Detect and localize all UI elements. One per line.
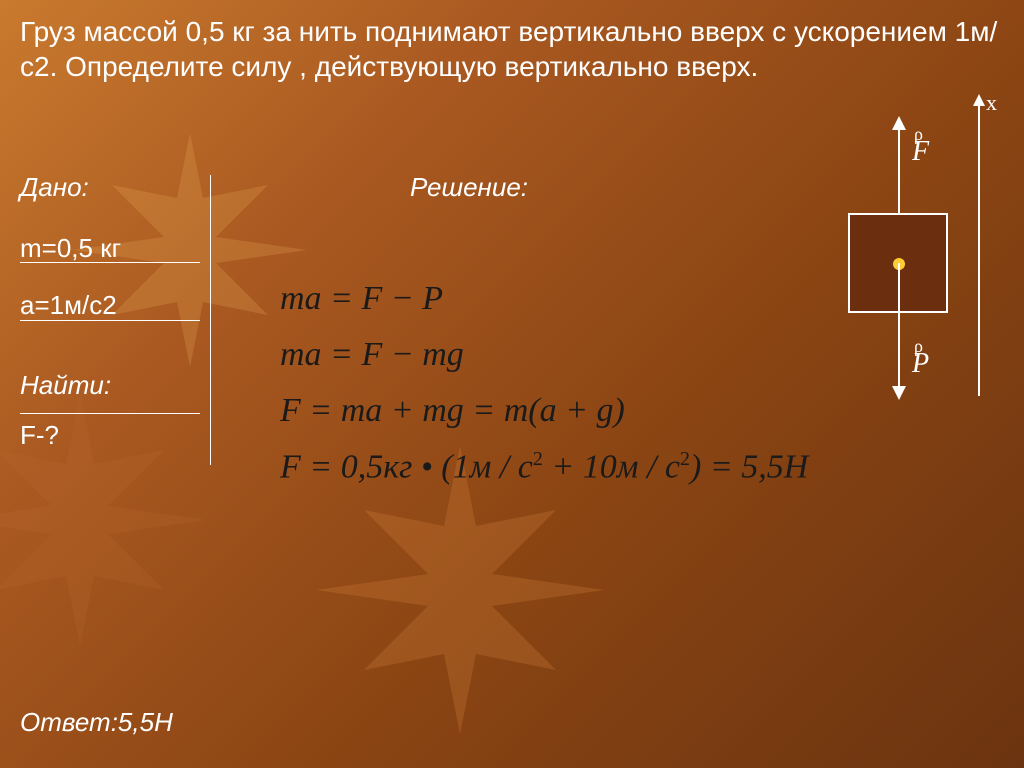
find-variable: F-? [20, 420, 59, 451]
free-body-diagram: x ρF ρP [828, 118, 998, 408]
equation-3: F = ma + mg = m(a + g) [280, 392, 920, 430]
divider [20, 320, 200, 321]
given-values: m=0,5 кг a=1м/с2 [20, 220, 121, 334]
answer: Ответ:5,5H [20, 707, 173, 738]
divider [20, 262, 200, 263]
solution-heading: Решение: [410, 172, 528, 203]
eq4-part: ) = 5,5H [690, 448, 808, 485]
equation-1: ma = F − P [280, 280, 920, 318]
given-mass: m=0,5 кг [20, 220, 121, 277]
eq4-part: F = 0,5кг • (1м / с [280, 448, 533, 485]
problem-statement: Груз массой 0,5 кг за нить поднимают вер… [20, 14, 1004, 84]
force-label-f: ρF [912, 136, 929, 168]
eq4-part: + 10м / с [543, 448, 680, 485]
find-heading: Найти: [20, 370, 111, 401]
equation-2: ma = F − mg [280, 336, 920, 374]
divider [20, 413, 200, 414]
axis-label-x: x [986, 90, 997, 116]
equation-4: F = 0,5кг • (1м / с2 + 10м / с2) = 5,5H [280, 448, 920, 486]
force-arrow-down [898, 263, 900, 398]
axis-arrow [978, 96, 980, 396]
given-acceleration: a=1м/с2 [20, 277, 121, 334]
given-heading: Дано: [20, 172, 89, 203]
equations: ma = F − P ma = F − mg F = ma + mg = m(a… [280, 280, 920, 504]
force-label-p: ρP [912, 348, 929, 380]
vertical-divider [210, 175, 211, 465]
